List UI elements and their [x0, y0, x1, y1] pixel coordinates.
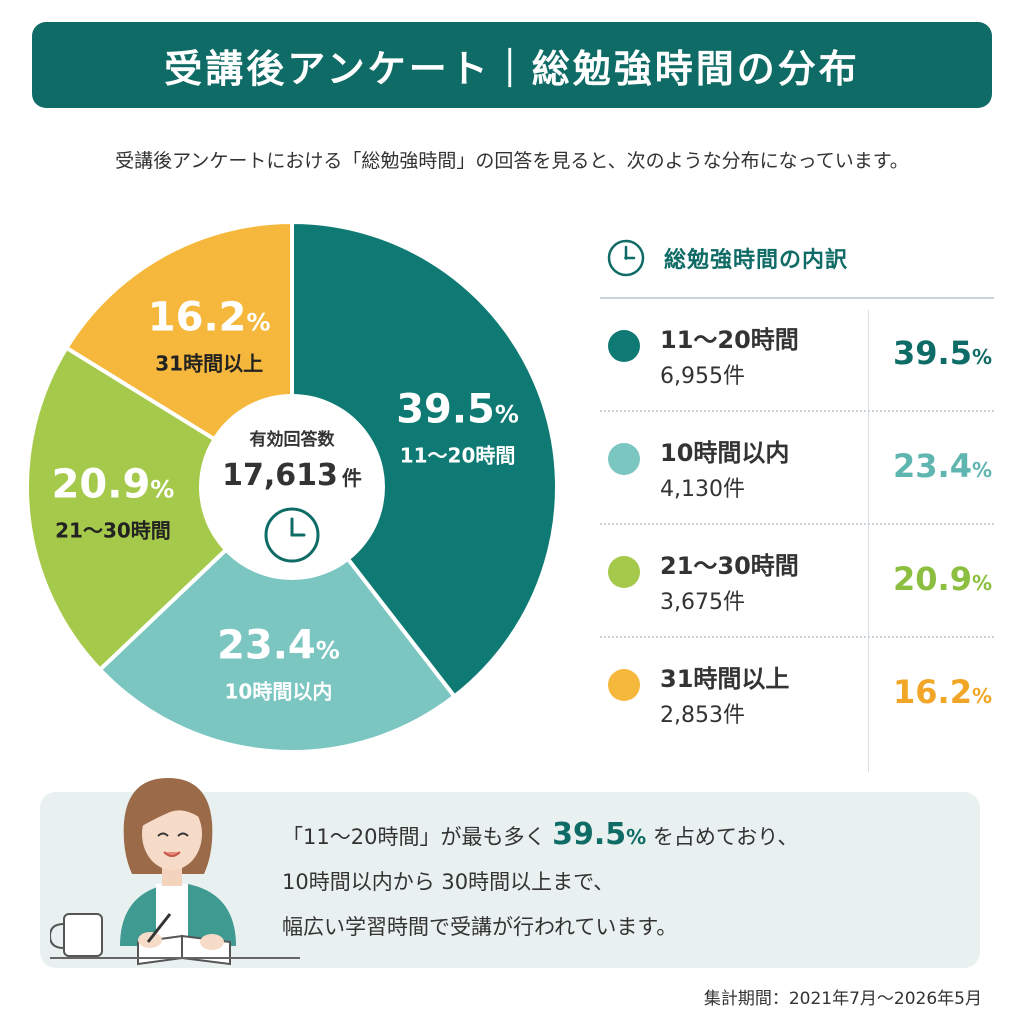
- slice-percent-label: 39.5%: [396, 386, 519, 432]
- legend-count: 4,130件: [660, 477, 745, 502]
- legend-count: 2,853件: [660, 703, 745, 728]
- legend-header: 総勉強時間の内訳: [600, 230, 996, 286]
- pie-slice-3: [25, 345, 296, 673]
- legend-dot: [608, 443, 640, 475]
- summary-unit: %: [626, 825, 647, 849]
- legend-row-divider: [600, 410, 994, 413]
- legend-row: 11～20時間 6,955件 39.5%: [600, 310, 996, 420]
- legend-label: 11～20時間: [660, 326, 799, 354]
- legend-row: 31時間以上 2,853件 16.2%: [600, 649, 996, 759]
- legend-label: 10時間以内: [660, 439, 790, 467]
- legend-dot: [608, 330, 640, 362]
- legend-row: 10時間以内 4,130件 23.4%: [600, 423, 996, 533]
- summary-line1-suffix: を占めており、: [652, 825, 799, 849]
- legend-percent: 16.2%: [893, 673, 992, 711]
- legend-percent: 23.4%: [893, 447, 992, 485]
- period-text: 集計期間：2021年7月～2026年5月: [703, 989, 982, 1009]
- summary-line1-prefix: 「11～20時間」が最も多く: [282, 825, 546, 849]
- summary-line-1: 「11～20時間」が最も多く 39.5% を占めており、: [282, 812, 922, 860]
- legend-label: 31時間以上: [660, 665, 790, 693]
- slice-percent-label: 23.4%: [217, 622, 340, 668]
- legend-panel: 総勉強時間の内訳 11～20時間 6,955件 39.5% 10時間以内 4,130件 2…: [600, 230, 996, 772]
- summary-value: 39.5: [552, 817, 627, 852]
- legend-label: 21～30時間: [660, 552, 799, 580]
- slice-category-label: 11～20時間: [400, 443, 516, 467]
- legend-dot: [608, 669, 640, 701]
- title-banner: 受講後アンケート｜総勉強時間の分布: [32, 22, 992, 108]
- legend-row: 21～30時間 3,675件 20.9%: [600, 536, 996, 646]
- slice-category-label: 21～30時間: [55, 519, 171, 543]
- intro-text: 受講後アンケートにおける「総勉強時間」の回答を見ると、次のような分布になっていま…: [115, 150, 909, 172]
- center-label: 有効回答数: [250, 429, 336, 450]
- pie-slice-1: [290, 219, 559, 700]
- legend-title: 総勉強時間の内訳: [664, 248, 849, 273]
- student-illustration: [50, 778, 300, 966]
- summary-line-2: 10時間以内から 30時間以上まで、: [282, 870, 615, 894]
- legend-percent: 39.5%: [893, 334, 992, 372]
- clock-icon: [264, 507, 320, 563]
- legend-divider: [600, 297, 994, 299]
- summary-text: 「11～20時間」が最も多く 39.5% を占めており、 10時間以内から 30…: [282, 812, 922, 950]
- legend-dot: [608, 556, 640, 588]
- legend-column-divider: [868, 310, 869, 772]
- clock-icon: [607, 239, 645, 277]
- legend-count: 3,675件: [660, 590, 745, 615]
- slice-category-label: 10時間以内: [225, 679, 333, 703]
- slice-category-label: 31時間以上: [155, 352, 263, 376]
- pie-center: [199, 394, 385, 580]
- page-title: 受講後アンケート｜総勉強時間の分布: [164, 46, 860, 91]
- slice-percent-label: 20.9%: [52, 462, 175, 508]
- center-total: 17,613 件: [222, 458, 362, 493]
- legend-row-divider: [600, 523, 994, 526]
- legend-count: 6,955件: [660, 364, 745, 389]
- legend-row-divider: [600, 636, 994, 639]
- summary-highlight-value: 39.5%: [552, 817, 646, 852]
- summary-line-3: 幅広い学習時間で受講が行われています。: [282, 915, 678, 939]
- pie-slice-2: [97, 484, 458, 754]
- legend-percent: 20.9%: [893, 560, 992, 598]
- slice-percent-label: 16.2%: [148, 295, 271, 341]
